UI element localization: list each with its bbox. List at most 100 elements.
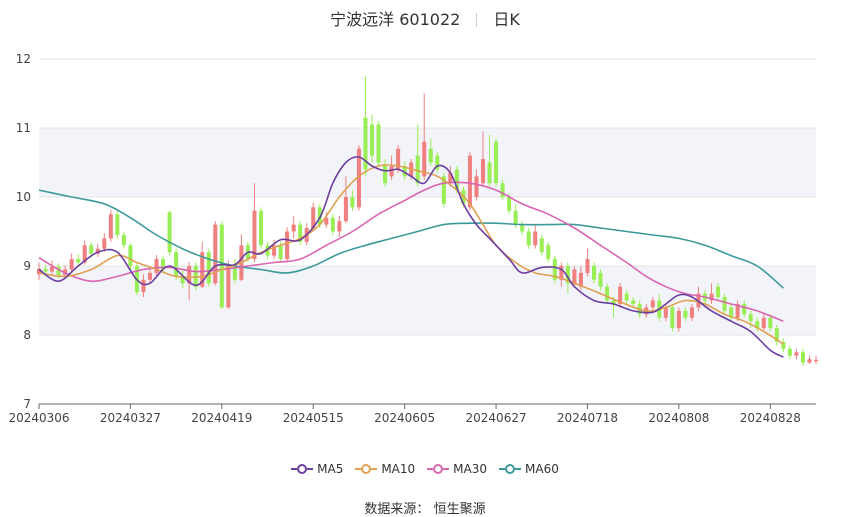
legend-label: MA5 <box>317 462 344 476</box>
candle-body <box>761 317 766 329</box>
candle-body <box>115 214 120 235</box>
candle <box>389 155 394 180</box>
candle <box>774 324 779 346</box>
candle <box>722 293 727 315</box>
candle-body <box>781 341 786 349</box>
legend-line-icon <box>443 468 450 470</box>
candle <box>402 161 407 180</box>
candle-body <box>50 266 55 272</box>
candle-body <box>43 268 48 272</box>
candle <box>330 214 335 235</box>
legend-line-icon <box>355 468 362 470</box>
candle <box>76 254 81 266</box>
legend-item-ma30[interactable]: MA30 <box>427 462 487 476</box>
candle-body <box>533 231 538 246</box>
legend-item-ma5[interactable]: MA5 <box>291 462 343 476</box>
candle-body <box>206 252 211 284</box>
candle-body <box>154 259 159 273</box>
candle <box>755 317 760 332</box>
candle-body <box>350 197 355 208</box>
candle <box>291 216 296 239</box>
legend-line-icon <box>515 468 522 470</box>
candle-body <box>102 238 107 249</box>
ma30-line <box>38 181 784 322</box>
candle <box>526 228 531 249</box>
y-tick-label: 8 <box>23 328 31 342</box>
candle-body <box>369 124 375 156</box>
candle <box>396 145 401 173</box>
candle-body <box>278 245 283 260</box>
candle <box>298 221 303 246</box>
candle-body <box>513 210 518 225</box>
source-value: 恒生聚源 <box>433 502 486 517</box>
candle <box>520 221 525 235</box>
candle-body <box>500 183 505 197</box>
candle <box>676 307 681 332</box>
candle <box>709 283 714 304</box>
candle-body <box>689 307 694 318</box>
candle-body <box>258 210 264 246</box>
candle <box>467 152 472 211</box>
candle-body <box>467 155 472 208</box>
period-label: 日K <box>493 10 520 29</box>
candle <box>415 124 420 187</box>
candle <box>232 259 237 284</box>
candle <box>206 248 211 287</box>
x-tick-label: 20240808 <box>648 411 709 425</box>
candle <box>213 221 218 286</box>
candle-body <box>428 148 433 163</box>
candle <box>624 290 629 304</box>
legend-marker-icon <box>505 464 516 474</box>
candle-body <box>330 217 335 232</box>
candle <box>428 138 433 166</box>
candle <box>533 224 538 249</box>
ma10-line <box>38 164 784 345</box>
legend-line-icon <box>307 468 314 470</box>
candle <box>729 303 734 322</box>
candle-body <box>559 266 564 280</box>
legend-label: MA30 <box>453 462 488 476</box>
candle-body <box>337 221 342 232</box>
legend-marker-icon <box>361 464 372 474</box>
candle <box>683 307 688 322</box>
candle-body <box>363 117 368 170</box>
candle-body <box>272 245 277 256</box>
chart-legend: MA5 MA10 MA30 MA60 <box>0 459 850 476</box>
candle <box>800 348 805 367</box>
candle-body <box>174 252 179 277</box>
candle-body <box>768 317 773 329</box>
candle-body <box>578 272 583 287</box>
candle-body <box>252 210 257 260</box>
candle-body <box>631 300 636 304</box>
candle-body <box>285 231 290 260</box>
candle-body <box>128 245 133 266</box>
candle <box>631 297 636 308</box>
candle-body <box>167 212 172 253</box>
candle <box>102 232 107 253</box>
candle-body <box>422 141 427 177</box>
candle-body <box>95 248 100 254</box>
candle-body <box>794 352 799 356</box>
candle-body <box>356 148 361 208</box>
candle-body <box>591 266 597 280</box>
candle-body <box>474 176 479 197</box>
candle-body <box>200 252 205 287</box>
candle-body <box>670 307 675 329</box>
candle-body <box>487 162 492 184</box>
candle-body <box>76 259 81 263</box>
legend-item-ma60[interactable]: MA60 <box>499 462 559 476</box>
candle <box>813 355 819 364</box>
legend-item-ma10[interactable]: MA10 <box>355 462 415 476</box>
candle-body <box>147 272 153 280</box>
x-tick-label: 20240605 <box>374 411 435 425</box>
candle-body <box>729 307 734 318</box>
candle-body <box>376 124 381 163</box>
candle <box>598 269 603 291</box>
x-tick-label: 20240419 <box>191 411 252 425</box>
candle-body <box>813 359 819 362</box>
candle-body <box>800 352 805 363</box>
candle <box>605 283 610 304</box>
candle-body <box>598 272 603 287</box>
candle <box>794 348 799 360</box>
y-tick-label: 7 <box>23 397 31 411</box>
